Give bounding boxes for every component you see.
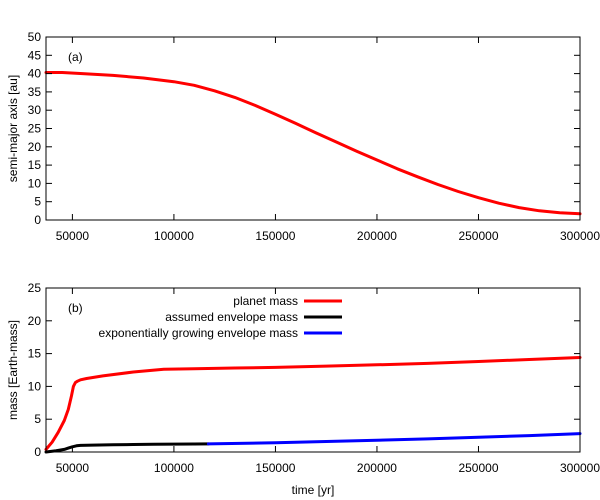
panel-a-x-tick-label: 50000 [56, 229, 90, 243]
panel-a-y-tick-label: 50 [28, 30, 42, 44]
panel-a-y-tick-label: 15 [28, 158, 42, 172]
panel-b-x-tick-label: 150000 [255, 461, 295, 475]
panel-a-line-series-0 [44, 71, 582, 216]
panel-b-y-tick-label: 10 [28, 379, 42, 393]
panel-a-y-tick-label: 5 [34, 195, 41, 209]
legend-label-assumed-envelope-mass: assumed envelope mass [165, 310, 298, 324]
panel-a-ticks: 50000 100000 150000 200000 250000 300000 0 5 10 1… [28, 30, 600, 243]
panel-b-x-tick-label: 50000 [56, 461, 90, 475]
panel-a-x-tick-label: 200000 [357, 229, 397, 243]
legend-label-planet-mass: planet mass [233, 294, 298, 308]
panel-b-legend: planet mass assumed envelope mass expone… [99, 294, 342, 340]
panel-b-label: (b) [68, 301, 83, 315]
panel-b-x-tick-label: 200000 [357, 461, 397, 475]
panel-b-ticks: 50000 100000 150000 200000 250000 300000 0 5 10 1… [28, 281, 600, 475]
panel-b-line-exponentially-growing-envelope-mass [206, 432, 582, 446]
panel-b: 50000 100000 150000 200000 250000 300000 0 5 10 1… [6, 281, 600, 497]
panel-a-x-tick-label: 100000 [154, 229, 194, 243]
panel-b-x-tick-label: 100000 [154, 461, 194, 475]
panel-b-y-tick-label: 15 [28, 347, 42, 361]
panel-a-x-tick-label: 150000 [255, 229, 295, 243]
panel-a-y-tick-label: 35 [28, 85, 42, 99]
panel-a-x-tick-label: 300000 [560, 229, 600, 243]
panel-a-y-tick-label: 25 [28, 122, 42, 136]
panel-a-y-tick-label: 10 [28, 176, 42, 190]
panel-a-y-axis-title: semi-major axis [au] [6, 75, 20, 182]
panel-a-label: (a) [68, 50, 83, 64]
panel-b-y-tick-label: 5 [34, 412, 41, 426]
panel-b-series [44, 356, 582, 454]
panel-a-y-tick-label: 30 [28, 103, 42, 117]
panel-a-y-tick-label: 45 [28, 48, 42, 62]
panel-b-x-tick-label: 300000 [560, 461, 600, 475]
panel-b-y-tick-label: 20 [28, 314, 42, 328]
panel-b-y-tick-label: 25 [28, 281, 42, 295]
panel-b-line-assumed-envelope-mass [44, 442, 210, 454]
legend-entry-planet-mass: planet mass [233, 294, 342, 308]
panel-a: 50000 100000 150000 200000 250000 300000 0 5 10 1… [6, 30, 600, 243]
panel-b-frame [45, 287, 581, 453]
panel-b-x-axis-title: time [yr] [292, 483, 335, 497]
panel-b-y-tick-label: 0 [34, 445, 41, 459]
panel-a-y-tick-label: 0 [34, 213, 41, 227]
panel-a-y-tick-label: 20 [28, 140, 42, 154]
panel-a-series [44, 71, 582, 216]
legend-entry-exponential-envelope-mass: exponentially growing envelope mass [99, 326, 342, 340]
legend-entry-assumed-envelope-mass: assumed envelope mass [165, 310, 342, 324]
legend-label-exponential-envelope-mass: exponentially growing envelope mass [99, 326, 298, 340]
panel-b-x-tick-label: 250000 [458, 461, 498, 475]
panel-a-frame [45, 36, 581, 221]
panel-a-x-tick-label: 250000 [458, 229, 498, 243]
panel-a-y-tick-label: 40 [28, 67, 42, 81]
panel-b-line-planet-mass [44, 356, 582, 451]
panel-b-y-axis-title: mass [Earth-mass] [6, 320, 20, 420]
